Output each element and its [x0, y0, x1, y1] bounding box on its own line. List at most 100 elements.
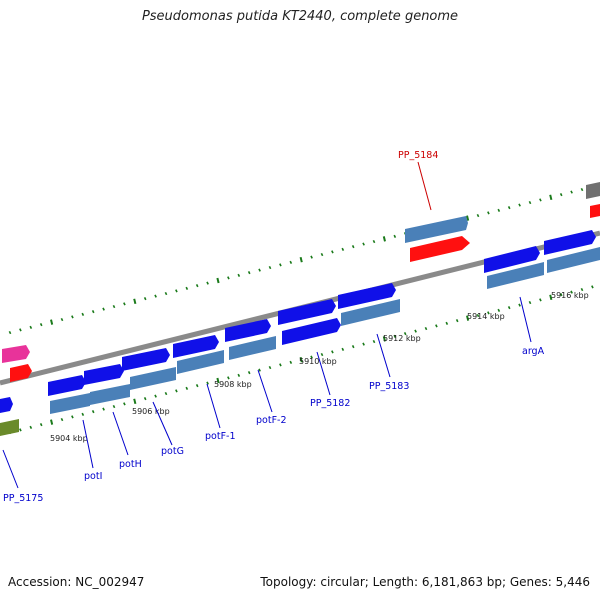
- gene-arrow-pp5183-lower[interactable]: [341, 299, 400, 326]
- minor-tick: [227, 376, 230, 380]
- gene-label-argA: argA: [522, 346, 545, 357]
- gene-arrow-potI-rev[interactable]: [50, 393, 90, 414]
- gene-arrow-gray[interactable]: [586, 182, 600, 199]
- minor-tick: [570, 190, 573, 194]
- gene-arrow-pp5182-lower[interactable]: [282, 318, 341, 345]
- gene-arrow-red-right[interactable]: [590, 204, 600, 218]
- gene-label-pp5175: PP_5175: [3, 493, 43, 504]
- minor-tick: [237, 373, 241, 377]
- minor-tick: [258, 268, 261, 272]
- gene-arrow-olive[interactable]: [0, 419, 19, 437]
- minor-tick: [71, 415, 74, 419]
- gene-arrow-pp5184-upper[interactable]: [405, 216, 468, 243]
- minor-tick: [320, 352, 324, 357]
- gene-arrow-potF2-rev[interactable]: [229, 336, 276, 360]
- minor-tick: [143, 297, 147, 301]
- scale-label-5904: 5904 kbp: [50, 434, 88, 443]
- gene-arrow-pp5182-upper[interactable]: [278, 299, 336, 325]
- minor-tick: [518, 303, 521, 307]
- gene-arrow-argA-upper[interactable]: [484, 246, 540, 273]
- minor-tick: [289, 260, 293, 264]
- gene-label-potH: potH: [119, 459, 142, 470]
- major-tick: [382, 336, 386, 342]
- minor-tick: [247, 271, 251, 275]
- minor-tick: [372, 339, 376, 344]
- minor-tick: [351, 245, 355, 249]
- minor-tick: [8, 330, 12, 335]
- minor-tick: [580, 287, 584, 292]
- minor-tick: [164, 291, 168, 296]
- gene-arrow-potH-rev[interactable]: [90, 384, 130, 405]
- minor-tick: [206, 281, 209, 285]
- minor-tick: [154, 294, 157, 298]
- minor-tick: [258, 368, 261, 372]
- gene-arrow-right-lower[interactable]: [547, 247, 600, 273]
- minor-tick: [29, 425, 33, 429]
- minor-tick: [185, 386, 189, 390]
- gene-arrow-red-left[interactable]: [10, 364, 32, 382]
- gene-arrow-pink[interactable]: [2, 345, 30, 363]
- minor-tick: [29, 325, 33, 329]
- minor-tick: [102, 407, 105, 411]
- minor-tick: [102, 307, 105, 311]
- minor-tick: [559, 193, 563, 197]
- minor-tick: [60, 317, 64, 322]
- minor-tick: [175, 389, 178, 393]
- gene-arrow-potF1[interactable]: [173, 335, 219, 358]
- gene-arrow-potG-rev[interactable]: [130, 367, 176, 390]
- scale-labels: 5904 kbp 5906 kbp 5908 kbp 5910 kbp 5912…: [50, 291, 589, 443]
- minor-tick: [539, 298, 542, 302]
- minor-tick: [237, 273, 241, 277]
- major-tick: [299, 256, 303, 263]
- gene-arrow-potH[interactable]: [84, 364, 124, 385]
- minor-tick: [175, 289, 178, 293]
- minor-tick: [310, 355, 313, 359]
- tick-track-upper: [8, 185, 594, 335]
- minor-tick: [351, 345, 355, 349]
- minor-tick: [19, 428, 22, 432]
- gene-arrow-potF1-rev[interactable]: [177, 350, 224, 374]
- gene-arrow-argA-lower[interactable]: [487, 262, 544, 289]
- minor-tick: [487, 311, 490, 315]
- gene-arrow-pp5184-lower[interactable]: [410, 236, 470, 262]
- major-tick: [299, 356, 303, 363]
- gene-label-potI: potI: [84, 471, 102, 482]
- minor-tick: [227, 276, 230, 280]
- gene-arrow-potI[interactable]: [48, 375, 86, 396]
- gene-labels: PP_5175 potI potH potG potF-1 potF-2 PP_…: [3, 150, 545, 504]
- minor-tick: [164, 391, 168, 396]
- minor-tick: [393, 234, 397, 238]
- scale-label-5908: 5908 kbp: [214, 380, 252, 389]
- minor-tick: [591, 285, 594, 289]
- minor-tick: [154, 394, 157, 398]
- reverse-genes: [0, 204, 600, 437]
- gene-arrow-right-upper[interactable]: [544, 230, 596, 255]
- minor-tick: [71, 315, 74, 319]
- major-tick: [549, 194, 553, 201]
- major-tick: [466, 315, 470, 321]
- minor-tick: [445, 321, 449, 325]
- major-tick: [50, 419, 54, 425]
- major-tick: [216, 277, 220, 284]
- minor-tick: [112, 304, 116, 309]
- minor-tick: [393, 334, 397, 338]
- minor-tick: [507, 306, 511, 310]
- gene-label-potF1: potF-1: [205, 431, 236, 442]
- map-title: Pseudomonas putida KT2440, complete geno…: [141, 9, 459, 24]
- minor-tick: [341, 347, 345, 351]
- major-tick: [549, 294, 553, 301]
- minor-tick: [91, 310, 95, 314]
- gene-arrow-potF2[interactable]: [225, 319, 271, 342]
- minor-tick: [123, 402, 126, 406]
- minor-tick: [331, 350, 334, 354]
- gene-arrow-potG[interactable]: [122, 348, 170, 371]
- minor-tick: [91, 410, 95, 414]
- minor-tick: [476, 213, 480, 218]
- gene-arrow-pp5175[interactable]: [0, 397, 13, 414]
- minor-tick: [455, 319, 459, 323]
- gene-arrow-pp5183-upper[interactable]: [338, 283, 396, 309]
- minor-tick: [268, 265, 272, 270]
- minor-tick: [528, 200, 532, 205]
- minor-tick: [143, 397, 147, 401]
